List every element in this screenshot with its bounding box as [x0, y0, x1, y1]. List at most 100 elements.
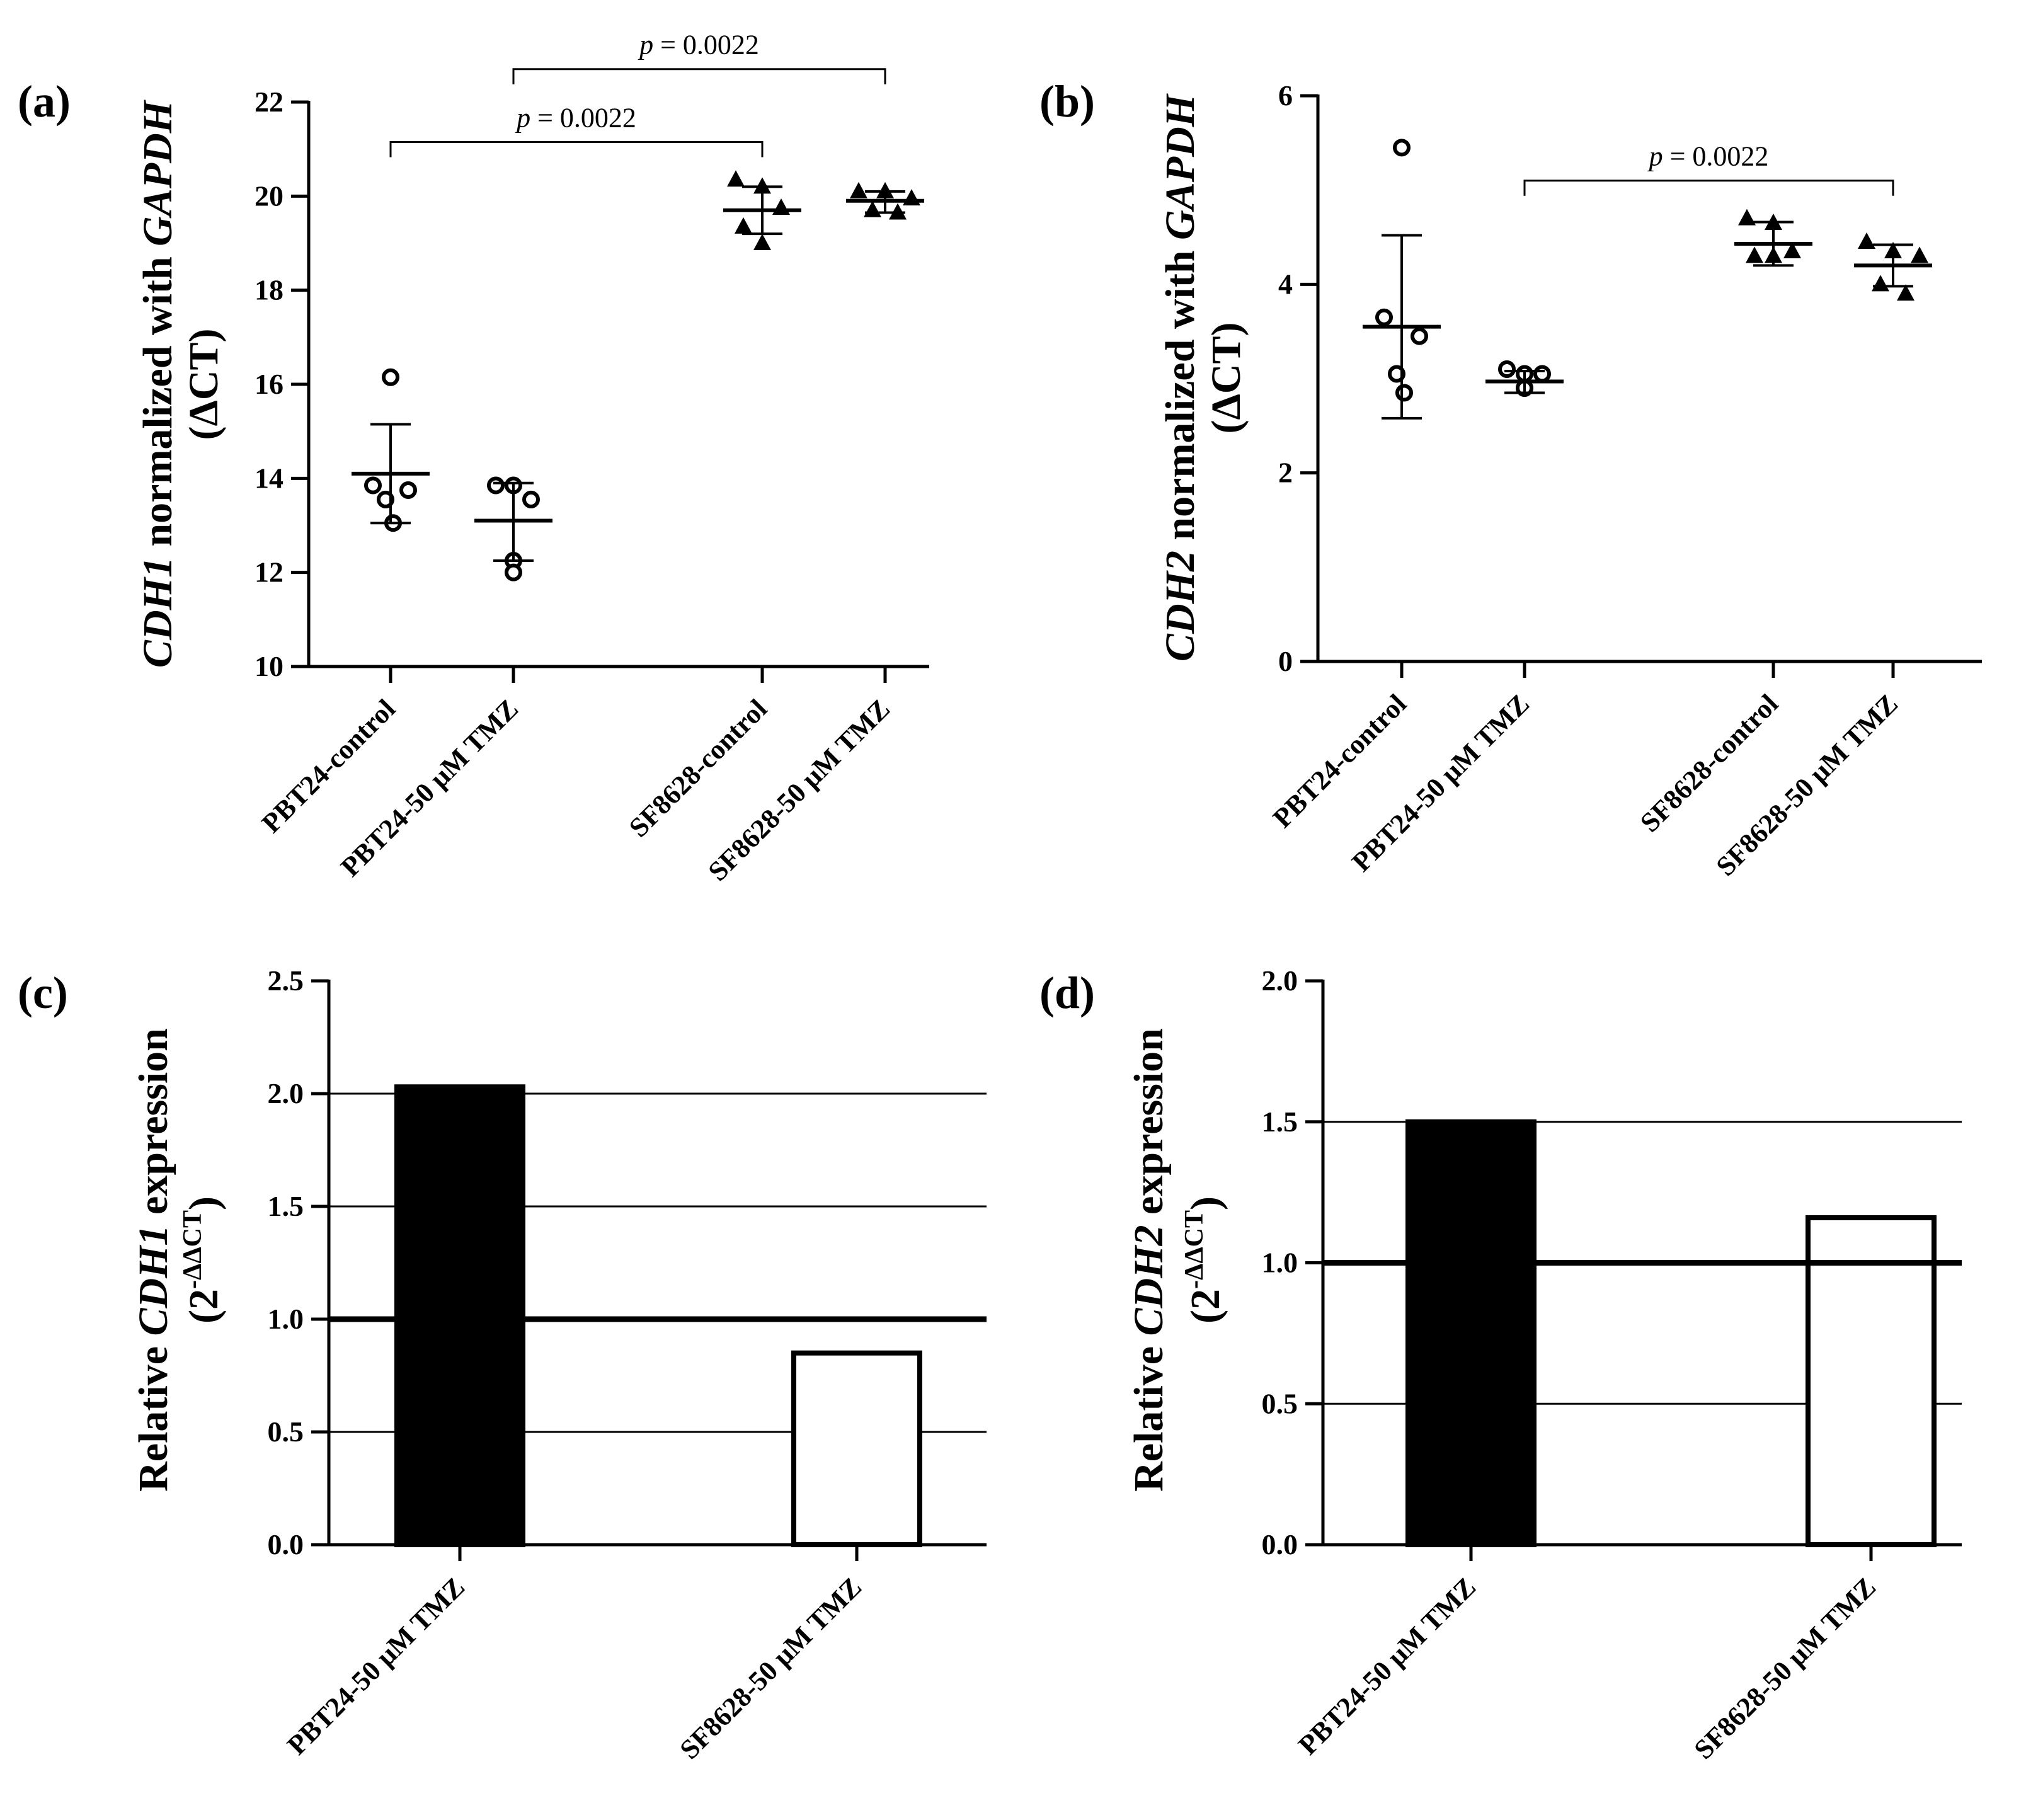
p-value: = 0.0022: [653, 30, 759, 60]
gene-name: CDH2: [1126, 1225, 1172, 1336]
y-tick-label: 1.0: [1262, 1247, 1298, 1279]
y-tick-label: 1.0: [268, 1303, 304, 1335]
x-tick-label: SF8628-50 μM TMZ: [674, 1571, 868, 1765]
label-text: normalized with: [1157, 240, 1203, 551]
data-point: [864, 200, 881, 217]
y-tick-label: 16: [255, 368, 283, 400]
y-axis-label: Relative CDH2 expression(2-ΔΔCT): [1126, 1028, 1228, 1492]
data-point: [735, 217, 752, 234]
data-point: [1393, 139, 1411, 157]
data-point: [382, 368, 399, 386]
y-tick-label: 6: [1278, 79, 1293, 112]
y-tick-label: 10: [255, 650, 283, 682]
data-point: [1375, 308, 1393, 326]
y-tick-label: 0.0: [268, 1528, 304, 1560]
y-tick-label: 2.0: [1262, 964, 1298, 997]
data-point: [903, 189, 920, 206]
data-point: [850, 181, 867, 198]
significance-bracket: [1523, 180, 1894, 196]
bar: [394, 1084, 525, 1547]
panel-a: (a)CDH1 normalized with GAPDH(ΔCT)101214…: [18, 30, 929, 887]
data-point: [727, 170, 745, 187]
label-text: Relative: [130, 1336, 176, 1491]
panel-label: (c): [18, 968, 68, 1018]
y-tick-label: 22: [255, 86, 283, 118]
reference-gene: GAPDH: [135, 99, 181, 246]
y-axis-label-line1: CDH1 normalized with GAPDH: [135, 99, 181, 668]
reference-gene: GAPDH: [1157, 93, 1203, 240]
y-tick-label: 20: [255, 180, 283, 212]
gene-name: CDH1: [130, 1225, 176, 1336]
y-tick-label: 2: [1278, 457, 1293, 489]
data-point: [1911, 246, 1928, 263]
label-text: expression: [1126, 1028, 1172, 1225]
data-point: [1872, 275, 1889, 292]
gene-name: CDH1: [135, 557, 181, 668]
bar: [1405, 1119, 1537, 1547]
y-axis-label-line1: CDH2 normalized with GAPDH: [1157, 93, 1203, 661]
data-point: [1897, 284, 1914, 301]
data-point: [1533, 365, 1551, 383]
y-axis-label-line1: Relative CDH2 expression: [1126, 1028, 1172, 1492]
data-point: [505, 563, 522, 581]
data-point: [377, 490, 394, 508]
label-units: (ΔCT): [1203, 322, 1249, 433]
y-tick-label: 2.5: [268, 964, 304, 997]
panel-label: (b): [1039, 76, 1095, 127]
p-symbol: p: [638, 30, 653, 60]
x-tick-label: PBT24-50 μM TMZ: [1292, 1571, 1482, 1761]
y-tick-label: 0.5: [1262, 1387, 1298, 1419]
gene-name: CDH2: [1157, 551, 1203, 661]
label-units: (ΔCT): [181, 328, 227, 440]
significance-bracket: [389, 140, 764, 157]
panel-label: (a): [18, 76, 71, 127]
data-point: [1783, 241, 1801, 258]
y-axis-label: Relative CDH1 expression(2-ΔΔCT): [130, 1028, 227, 1492]
label-superscript: -ΔΔCT: [1180, 1210, 1209, 1289]
label-units: ): [1182, 1196, 1228, 1210]
panel-d: (d) Relative CDH2 expression(2-ΔΔCT) 0.0 0.…: [1039, 964, 1962, 1765]
y-axis-label-line1: Relative CDH1 expression: [130, 1028, 176, 1492]
data-point: [1395, 384, 1413, 402]
p-value-label: p = 0.0022: [515, 102, 636, 133]
p-value-label: p = 0.0022: [638, 30, 759, 60]
label-units: (2: [181, 1289, 227, 1324]
data-point: [753, 234, 771, 250]
p-symbol: p: [1647, 141, 1663, 172]
data-point: [487, 476, 505, 495]
p-symbol: p: [515, 102, 530, 133]
y-tick-label: 1.5: [268, 1190, 304, 1222]
data-point: [1738, 209, 1756, 226]
y-axis-label: CDH1 normalized with GAPDH(ΔCT): [135, 99, 227, 668]
label-superscript: -ΔΔCT: [178, 1210, 207, 1289]
data-point: [1746, 246, 1763, 263]
y-tick-label: 2.0: [268, 1077, 304, 1109]
p-value: = 0.0022: [1663, 141, 1769, 172]
data-point: [399, 481, 417, 499]
data-point: [772, 198, 790, 215]
p-value: = 0.0022: [530, 102, 636, 133]
data-point: [522, 490, 540, 508]
label-text: Relative: [1126, 1336, 1172, 1491]
y-axis-label: CDH2 normalized with GAPDH(ΔCT): [1157, 93, 1249, 661]
y-tick-label: 1.5: [1262, 1106, 1298, 1138]
y-axis-label-line2: (ΔCT): [181, 328, 227, 440]
data-point: [1858, 232, 1875, 249]
significance-bracket: [512, 68, 886, 84]
label-units: ): [181, 1196, 227, 1210]
data-point: [1388, 365, 1405, 383]
y-tick-label: 0.0: [1262, 1528, 1298, 1560]
x-tick-label: SF8628-50 μM TMZ: [1688, 1571, 1882, 1765]
y-tick-label: 0: [1278, 645, 1293, 677]
y-tick-label: 12: [255, 556, 283, 588]
p-value-label: p = 0.0022: [1647, 141, 1769, 172]
label-text: normalized with: [135, 246, 181, 557]
panel-b: (b)CDH2 normalized with GAPDH(ΔCT)0246PB…: [1039, 76, 1982, 882]
y-tick-label: 18: [255, 274, 283, 306]
y-tick-label: 4: [1278, 268, 1293, 300]
y-tick-label: 0.5: [268, 1416, 304, 1448]
data-point: [364, 476, 382, 495]
bar: [1806, 1215, 1937, 1547]
panel-label: (d): [1039, 968, 1095, 1018]
